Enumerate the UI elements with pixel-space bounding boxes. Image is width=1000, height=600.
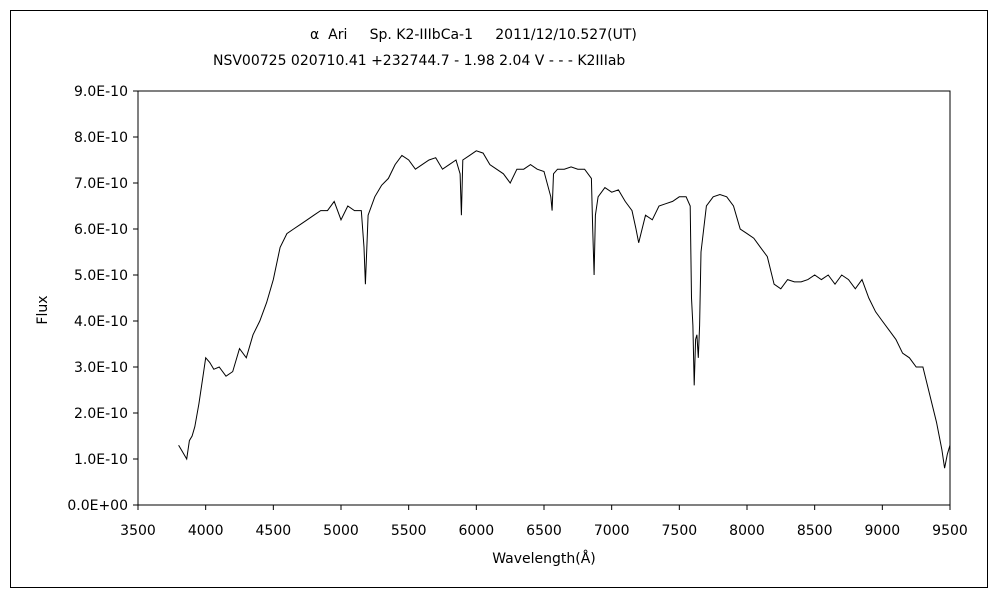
x-tick-label: 7500 xyxy=(662,523,698,539)
y-tick-label: 3.0E-10 xyxy=(74,360,128,376)
x-tick-label: 8000 xyxy=(729,523,765,539)
x-tick-label: 5500 xyxy=(391,523,427,539)
x-tick-label: 4500 xyxy=(256,523,292,539)
x-tick-label: 6500 xyxy=(526,523,562,539)
x-axis-label: Wavelength(Å) xyxy=(492,550,596,567)
y-tick-label: 5.0E-10 xyxy=(74,268,128,284)
x-tick-label: 8500 xyxy=(797,523,833,539)
x-tick-label: 6000 xyxy=(459,523,495,539)
y-tick-label: 9.0E-10 xyxy=(74,84,128,100)
x-tick-label: 4000 xyxy=(188,523,224,539)
plot-area xyxy=(137,90,951,506)
x-tick-label: 7000 xyxy=(594,523,630,539)
x-tick-label: 9500 xyxy=(932,523,968,539)
y-tick-label: 8.0E-10 xyxy=(74,130,128,146)
chart-title: α Ari Sp. K2-IIIbCa-1 2011/12/10.527(UT) xyxy=(310,27,637,43)
y-tick-label: 4.0E-10 xyxy=(74,314,128,330)
x-tick-label: 5000 xyxy=(323,523,359,539)
x-tick-label: 3500 xyxy=(120,523,156,539)
y-axis-ticks: 0.0E+00 1.0E-10 2.0E-10 3.0E-10 4.0E-10 5.0E-… xyxy=(67,84,138,514)
x-axis-ticks: 3500 4000 4500 5000 5500 6000 6500 7000 7500 8000… xyxy=(120,505,968,539)
y-tick-label: 6.0E-10 xyxy=(74,222,128,238)
y-tick-label: 1.0E-10 xyxy=(74,452,128,468)
y-tick-label: 2.0E-10 xyxy=(74,406,128,422)
y-tick-label: 0.0E+00 xyxy=(67,498,128,514)
chart-subtitle: NSV00725 020710.41 +232744.7 - 1.98 2.04… xyxy=(213,53,626,69)
x-tick-label: 9000 xyxy=(865,523,901,539)
chart-frame xyxy=(10,10,988,588)
y-tick-label: 7.0E-10 xyxy=(74,176,128,192)
y-axis-label: Flux xyxy=(35,295,51,324)
spectrum-series-line xyxy=(178,150,951,469)
